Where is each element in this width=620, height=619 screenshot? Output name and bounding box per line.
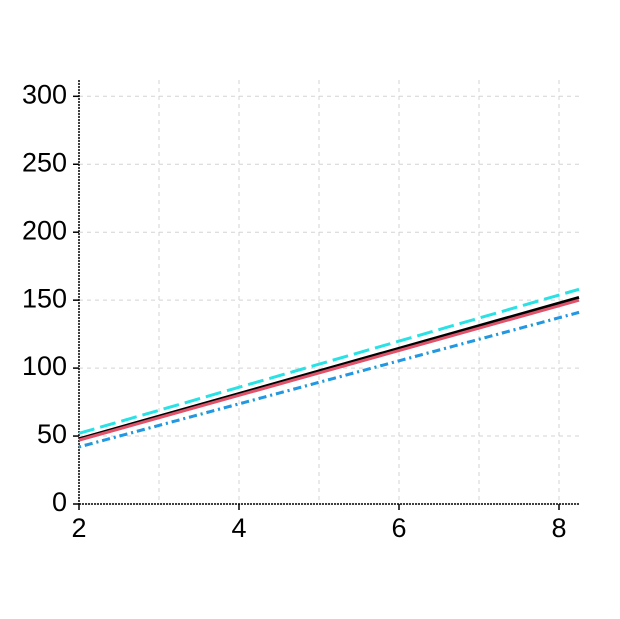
x-tick-label: 2 [71,513,86,543]
data-line [78,295,580,441]
data-line [78,287,580,435]
y-tick-label: 200 [22,215,67,245]
y-tick-label: 250 [22,147,67,177]
x-tick-label: 6 [391,513,406,543]
data-line [78,310,580,449]
data-line [78,298,580,442]
y-tick-label: 50 [37,419,67,449]
y-tick-label: 300 [22,79,67,109]
x-tick-label: 8 [551,513,566,543]
x-tick-label: 4 [231,513,246,543]
y-tick-label: 0 [52,487,67,517]
y-tick-label: 100 [22,351,67,381]
y-tick-label: 150 [22,283,67,313]
